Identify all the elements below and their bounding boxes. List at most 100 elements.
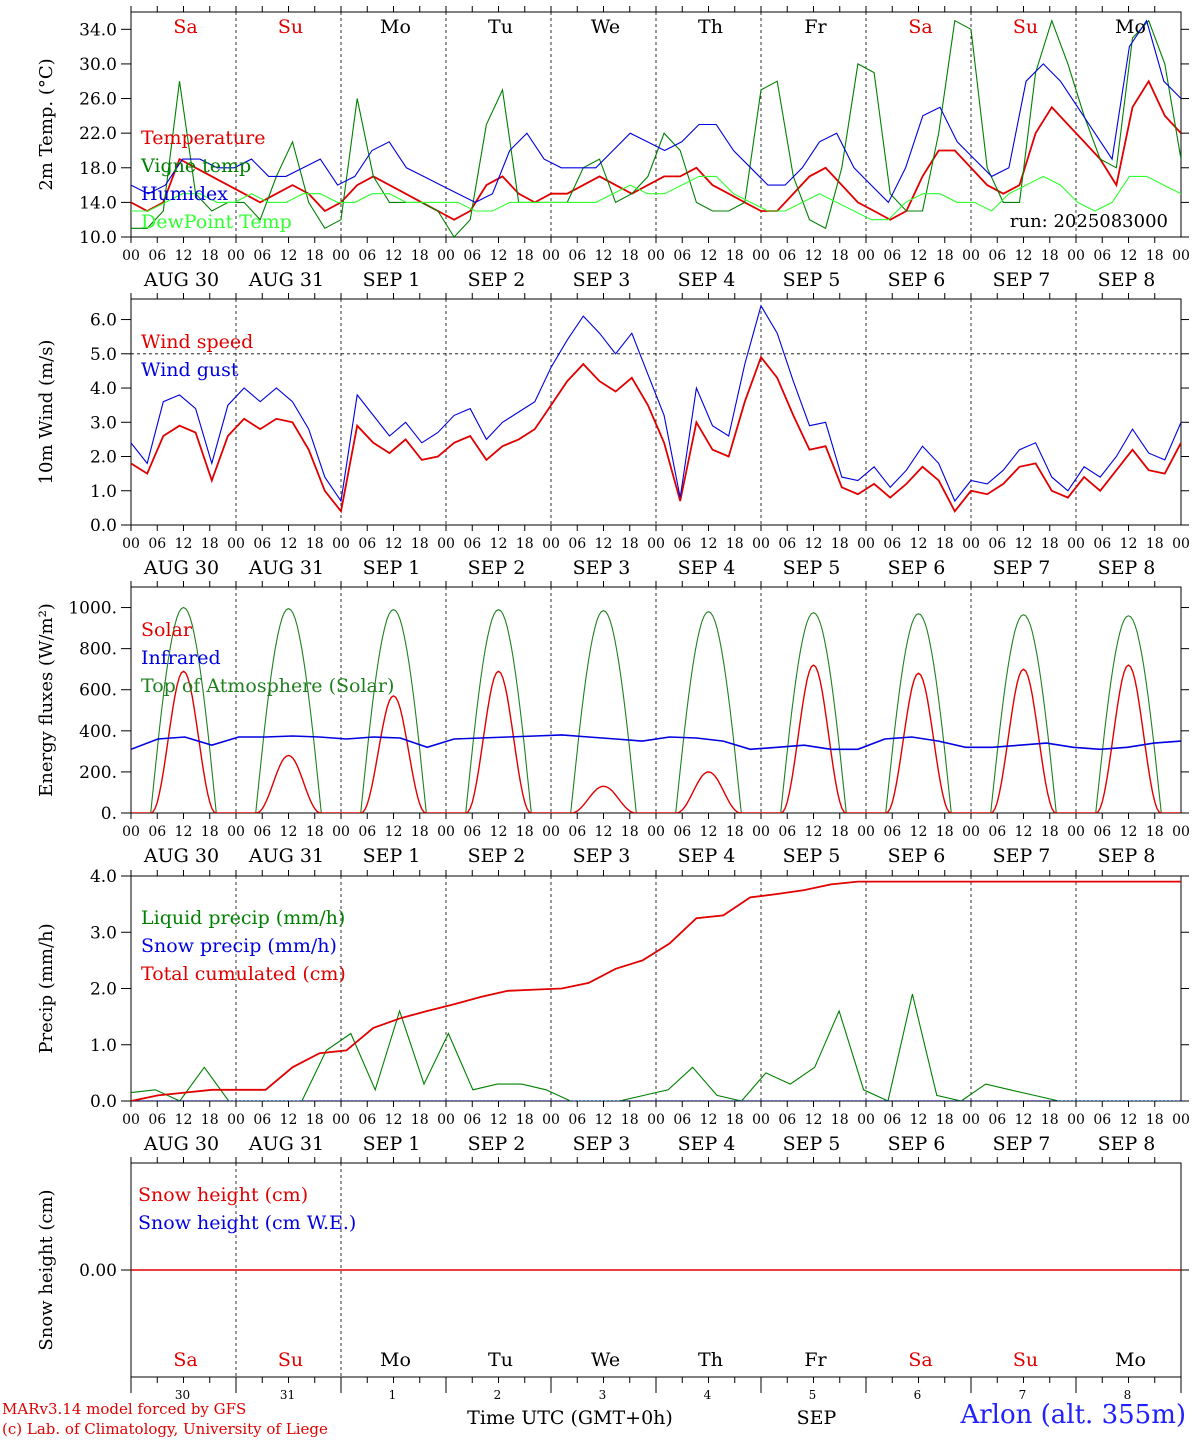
legend-entry: Liquid precip (mm/h) <box>141 907 345 929</box>
hour-tick-label: 18 <box>516 248 534 264</box>
series-humidex <box>131 19 1181 204</box>
day-number: 3 <box>599 1388 607 1402</box>
date-label: AUG 31 <box>248 269 324 291</box>
date-label: AUG 31 <box>248 845 324 867</box>
hour-tick-label: 06 <box>883 536 901 552</box>
hour-tick-label: 18 <box>831 248 849 264</box>
hour-tick-label: 12 <box>490 536 508 552</box>
date-label: SEP 3 <box>573 1133 631 1155</box>
hour-tick-label: 00 <box>542 1112 560 1128</box>
hour-tick-label: 06 <box>568 248 586 264</box>
hour-tick-label: 06 <box>673 824 691 840</box>
y-tick-label: 4.0 <box>90 867 117 887</box>
hour-tick-label: 18 <box>726 824 744 840</box>
series-vigne-temp <box>131 19 1181 237</box>
hour-tick-label: 00 <box>857 248 875 264</box>
day-number: 4 <box>704 1388 712 1402</box>
hour-tick-label: 18 <box>831 1112 849 1128</box>
hour-tick-label: 06 <box>148 536 166 552</box>
hour-tick-label: 18 <box>1041 536 1059 552</box>
hour-tick-label: 12 <box>1015 248 1033 264</box>
hour-tick-label: 06 <box>778 824 796 840</box>
y-tick-label: 0.00 <box>79 1261 117 1281</box>
hour-tick-label: 00 <box>227 248 245 264</box>
hour-tick-label: 18 <box>1146 1112 1164 1128</box>
hour-tick-label: 00 <box>647 824 665 840</box>
hour-tick-label: 06 <box>463 248 481 264</box>
hour-tick-label: 12 <box>595 824 613 840</box>
hour-tick-label: 06 <box>253 248 271 264</box>
hour-tick-label: 00 <box>227 536 245 552</box>
y-tick-label: 30.0 <box>79 55 117 75</box>
date-label: SEP 5 <box>783 845 841 867</box>
legend-entry: Wind speed <box>141 331 253 353</box>
legend-entry: Vigne temp <box>140 155 251 177</box>
hour-tick-label: 06 <box>568 824 586 840</box>
day-number: 30 <box>175 1388 190 1402</box>
hour-tick-label: 00 <box>437 1112 455 1128</box>
panel-precip: 0.0 1.0 2.0 3.0 4.0 Precip (mm/h) 00 06 12 18 00 06… <box>36 867 1190 1155</box>
y-tick-label: 22.0 <box>79 124 117 144</box>
hour-tick-label: 18 <box>201 824 219 840</box>
hour-tick-label: 00 <box>332 536 350 552</box>
hour-tick-label: 00 <box>752 248 770 264</box>
day-name: Su <box>1013 1349 1038 1371</box>
hour-tick-label: 06 <box>358 1112 376 1128</box>
y-axis-label: Snow height (cm) <box>36 1189 57 1350</box>
hour-tick-label: 12 <box>175 824 193 840</box>
hour-tick-label: 00 <box>1172 536 1190 552</box>
hour-tick-label: 06 <box>1093 824 1111 840</box>
hour-tick-label: 12 <box>280 248 298 264</box>
hour-tick-label: 18 <box>1041 824 1059 840</box>
hour-tick-label: 18 <box>411 824 429 840</box>
day-name: Su <box>278 1349 303 1371</box>
panel-energy: 0. 200. 400. 600. 800. 1000. Energy fluxes (W/… <box>36 581 1190 867</box>
y-tick-label: 800. <box>79 640 117 660</box>
model-credit: MARv3.14 model forced by GFS <box>2 1400 247 1418</box>
hour-tick-label: 00 <box>542 248 560 264</box>
hour-tick-label: 06 <box>358 248 376 264</box>
y-tick-label: 1.0 <box>90 1036 117 1056</box>
hour-tick-label: 06 <box>253 536 271 552</box>
plot-area <box>131 19 1181 237</box>
hour-tick-label: 06 <box>148 1112 166 1128</box>
date-label: AUG 30 <box>143 1133 219 1155</box>
y-tick-label: 200. <box>79 763 117 783</box>
date-label: SEP 4 <box>678 557 736 579</box>
hour-tick-label: 18 <box>621 824 639 840</box>
hour-tick-label: 00 <box>1067 248 1085 264</box>
legend-entry: Temperature <box>141 127 265 149</box>
series-solar <box>131 664 1181 813</box>
hour-tick-label: 18 <box>516 824 534 840</box>
date-label: SEP 1 <box>363 269 421 291</box>
hour-tick-label: 06 <box>883 248 901 264</box>
plot-area <box>131 880 1181 1101</box>
series-total-cumulated <box>131 880 1181 1101</box>
hour-tick-label: 12 <box>1120 536 1138 552</box>
day-name: Mo <box>380 16 411 38</box>
hour-tick-label: 18 <box>1146 248 1164 264</box>
date-label: SEP 8 <box>1098 1133 1156 1155</box>
date-label: SEP 7 <box>993 845 1051 867</box>
day-name: Fr <box>804 16 827 38</box>
run-label: run: 2025083000 <box>1010 211 1168 232</box>
y-tick-label: 400. <box>79 722 117 742</box>
date-label: SEP 2 <box>468 845 526 867</box>
hour-tick-label: 18 <box>1041 1112 1059 1128</box>
hour-tick-label: 12 <box>490 1112 508 1128</box>
hour-tick-label: 18 <box>201 536 219 552</box>
y-tick-label: 3.0 <box>90 413 117 433</box>
hour-tick-label: 06 <box>253 1112 271 1128</box>
y-tick-label: 10.0 <box>79 228 117 248</box>
hour-tick-label: 18 <box>621 1112 639 1128</box>
day-name: Tu <box>488 1349 513 1371</box>
hour-tick-label: 06 <box>148 248 166 264</box>
day-name: Sa <box>908 1349 932 1371</box>
legend-entry: Top of Atmosphere (Solar) <box>141 675 394 697</box>
hour-tick-label: 06 <box>463 824 481 840</box>
plot-area <box>131 304 1181 514</box>
y-tick-label: 34.0 <box>79 20 117 40</box>
panel-temperature: 10.0 14.0 18.0 22.0 26.0 30.0 34.0 2m Temp. (°C… <box>36 6 1190 291</box>
day-name: Su <box>1013 16 1038 38</box>
hour-tick-label: 12 <box>595 1112 613 1128</box>
